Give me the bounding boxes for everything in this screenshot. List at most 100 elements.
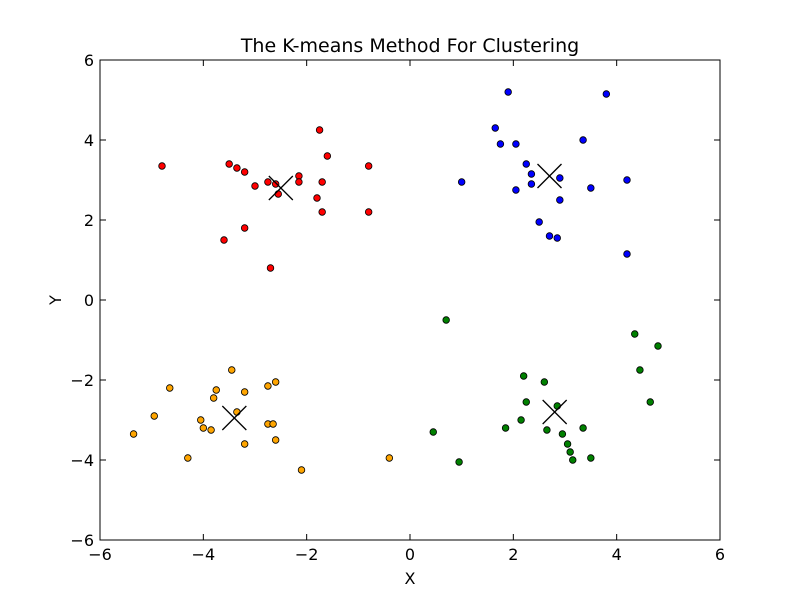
data-point [442,316,450,324]
centroid-stroke [537,163,562,189]
centroid-marker [542,399,568,425]
data-point [364,162,373,170]
data-point [602,90,611,98]
chart-title: The K-means Method For Clustering [240,35,579,57]
data-point [543,426,551,434]
data-point [264,178,272,186]
data-point [233,408,241,416]
data-point [209,394,218,402]
data-point [636,366,644,374]
y-tick-label: 6 [84,51,94,70]
data-point [240,224,249,232]
x-tick-label: −2 [295,545,319,564]
x-tick-label: 4 [612,545,622,564]
data-point [220,236,228,244]
data-point [150,412,158,420]
y-tick-label: 2 [84,211,94,230]
x-tick-label: 6 [715,545,725,564]
y-tick-label: 4 [84,131,94,150]
data-point [535,218,543,226]
data-point [271,436,280,444]
data-point [579,424,587,432]
centroid-marker [268,175,294,201]
x-axis-label: X [405,569,416,588]
x-tick-label: −4 [192,545,216,564]
data-point [566,448,574,456]
data-point [274,190,282,198]
data-point [587,454,595,462]
data-point [212,386,220,394]
data-point [553,402,561,410]
data-point [654,342,662,350]
data-point [545,232,554,240]
data-point [540,378,549,386]
data-point [240,388,249,396]
data-point [455,458,463,466]
data-point [184,454,192,462]
data-point [233,164,241,172]
data-point [512,186,520,194]
data-point [318,208,326,216]
data-point [623,250,631,258]
data-point [295,178,303,186]
data-point [429,428,437,436]
data-point [271,378,280,386]
data-point [491,124,499,132]
data-point [496,140,505,148]
data-point [129,430,138,438]
x-tick-label: 0 [405,545,415,564]
data-point [527,180,536,188]
x-tick-label: −6 [88,545,112,564]
y-tick-label: −2 [70,371,94,390]
data-point [269,420,277,428]
data-point [501,424,510,432]
centroid-marker [537,163,562,189]
y-tick-label: 0 [84,291,94,310]
data-point [556,174,564,182]
centroid-stroke [221,405,247,431]
data-point [197,416,205,424]
data-point [264,382,272,390]
centroid-marker [221,405,247,431]
data-point [457,178,466,186]
data-point [519,372,528,380]
data-point [251,182,259,190]
data-point [527,170,536,178]
data-point [166,384,174,392]
data-point [569,456,577,464]
data-point [228,366,236,374]
data-point [579,136,587,144]
plot-area: −6 −4 −2 0 2 4 6 −6 −4 −2 0 2 4 6 [70,51,725,564]
data-point [556,196,564,204]
axes-frame [99,59,721,541]
data-point [297,466,306,474]
data-point [553,234,561,242]
data-point [313,194,321,202]
data-point [558,430,567,438]
data-point [323,152,332,160]
x-tick-label: 2 [508,545,518,564]
data-point [587,184,595,192]
y-tick-label: −4 [70,451,94,470]
data-point [385,454,394,462]
data-point [207,426,215,434]
data-point [522,398,530,406]
data-point [504,88,512,96]
data-point [199,424,208,432]
data-point [512,140,520,148]
data-point [240,168,249,176]
data-point [240,440,249,448]
centroid-stroke [268,175,294,201]
data-point [266,264,275,272]
y-axis-label: Y [46,295,65,306]
y-tick-label: −6 [70,531,94,550]
data-point [271,180,280,188]
data-point [158,162,166,170]
centroid-stroke [542,399,568,425]
data-point [364,208,373,216]
data-point [517,416,525,424]
data-point [225,160,233,168]
data-point [631,330,639,338]
